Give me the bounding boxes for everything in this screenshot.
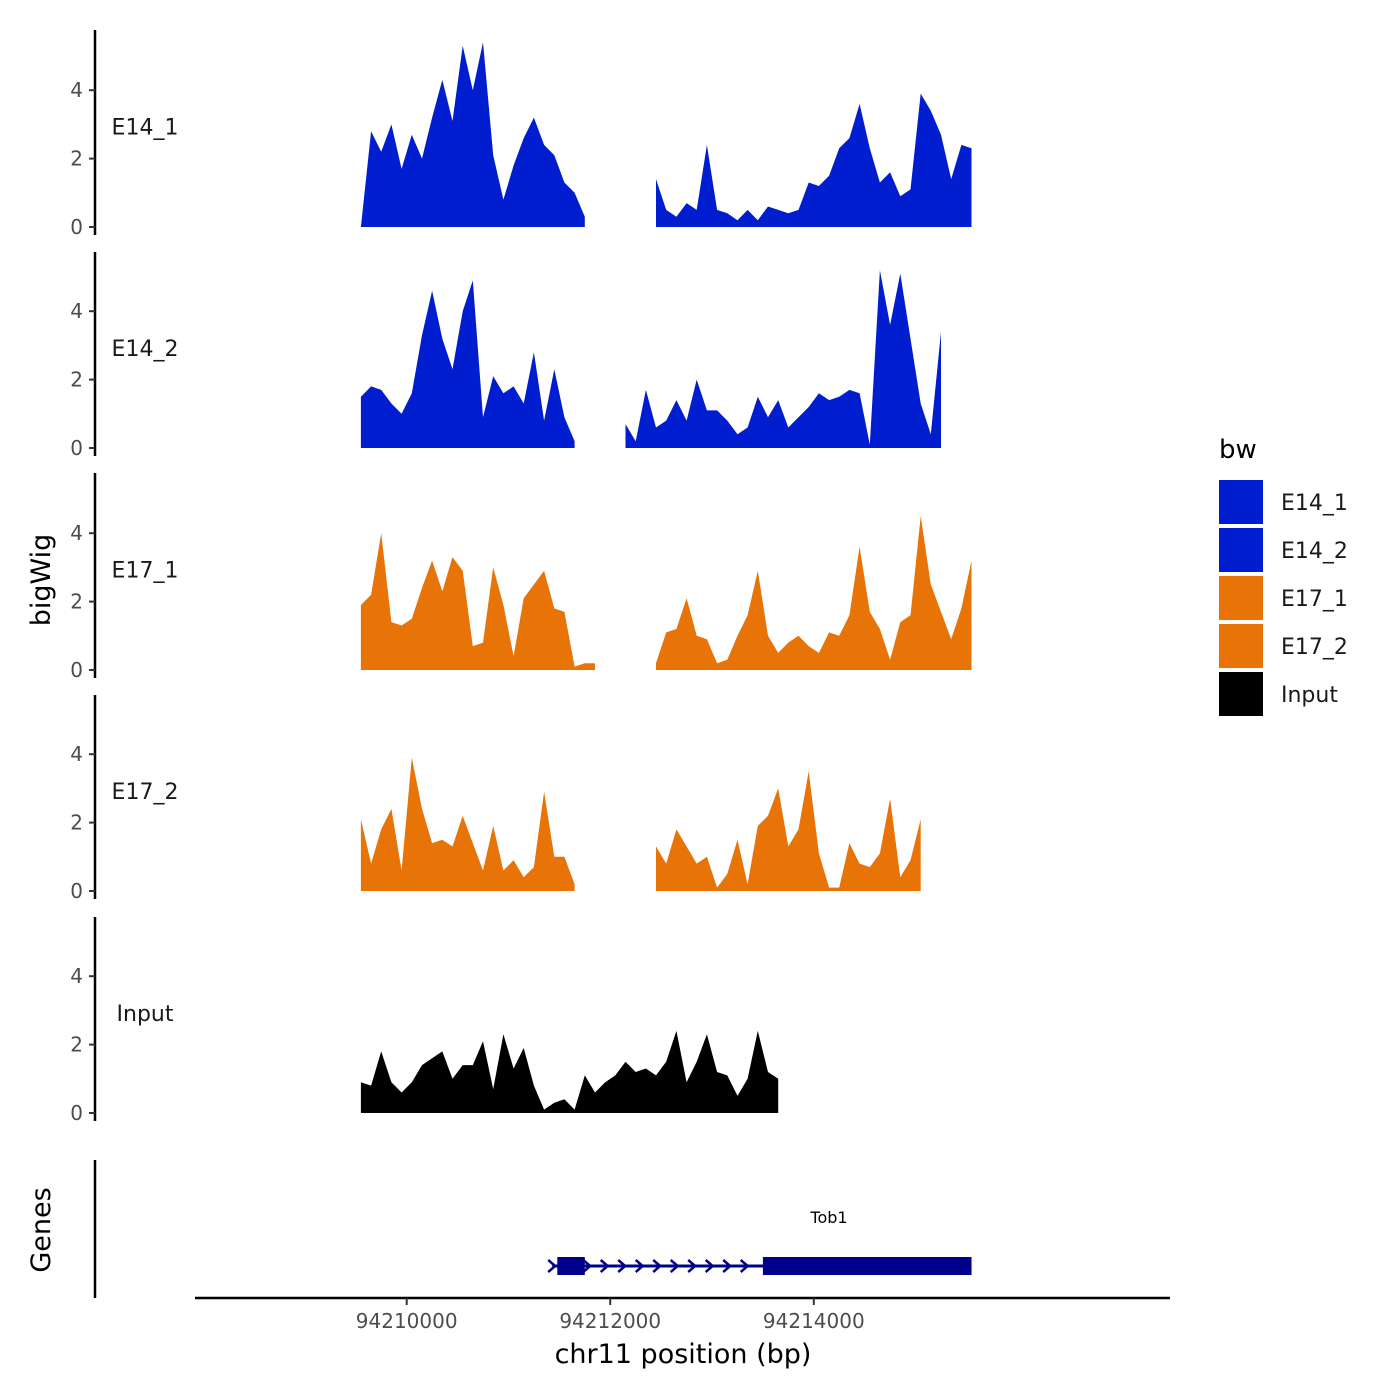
coverage-area — [360, 280, 575, 448]
track-E17_2: 0 2 4 E17_2 — [70, 695, 921, 903]
track-E17_1: 0 2 4 E17_1 — [70, 473, 972, 682]
y-tick-label: 4 — [70, 742, 83, 766]
gene-track: Tob1 — [93, 1160, 972, 1298]
legend-entry-label: Input — [1281, 683, 1338, 708]
track-label: Input — [117, 1002, 174, 1027]
x-tick-label: 94210000 — [356, 1309, 458, 1333]
legend-swatch — [1219, 576, 1263, 620]
legend-swatch — [1219, 624, 1263, 668]
coverage-area — [625, 270, 941, 448]
strand-chevron — [617, 1259, 628, 1273]
y-tick-label: 0 — [70, 215, 83, 239]
legend-swatch — [1219, 480, 1263, 524]
coverage-area — [360, 1030, 779, 1113]
coverage-area — [360, 757, 575, 891]
y-tick-label: 2 — [70, 590, 83, 614]
y-tick-label: 4 — [70, 299, 83, 323]
legend-entry-label: E17_2 — [1281, 635, 1348, 660]
y-tick-label: 4 — [70, 78, 83, 102]
legend-title: bw — [1219, 435, 1257, 465]
strand-chevron — [652, 1259, 663, 1273]
genes-track-title: Genes — [26, 1187, 57, 1272]
y-tick-label: 2 — [70, 368, 83, 392]
y-tick-label: 0 — [70, 879, 83, 903]
strand-chevron — [739, 1259, 750, 1273]
track-label: E17_2 — [112, 780, 179, 805]
legend-entry-label: E17_1 — [1281, 587, 1348, 612]
y-tick-label: 2 — [70, 147, 83, 171]
legend-swatch — [1219, 672, 1263, 716]
coverage-area — [360, 42, 585, 227]
y-tick-label: 2 — [70, 1033, 83, 1057]
track-label: E17_1 — [112, 559, 179, 584]
legend: bw E14_1 E14_2 E17_1 E17_2 Input — [1219, 435, 1348, 716]
legend-entry-label: E14_2 — [1281, 539, 1348, 564]
coverage-area — [656, 771, 921, 891]
strand-chevron — [634, 1259, 645, 1273]
strand-chevron — [547, 1259, 558, 1273]
coverage-area — [656, 516, 972, 670]
y-tick-label: 0 — [70, 658, 83, 682]
strand-chevron — [599, 1259, 610, 1273]
strand-chevron — [669, 1259, 680, 1273]
strand-chevron — [687, 1259, 698, 1273]
coverage-area — [656, 93, 972, 227]
legend-entry-label: E14_1 — [1281, 491, 1348, 516]
y-tick-label: 0 — [70, 436, 83, 460]
track-label: E14_2 — [112, 337, 179, 362]
x-axis-title: chr11 position (bp) — [555, 1339, 812, 1370]
strand-chevron — [582, 1259, 593, 1273]
track-E14_1: 0 2 4 E14_1 — [70, 30, 972, 239]
strand-chevron — [722, 1259, 733, 1273]
signal-tracks: 0 2 4 E14_1 0 2 4 E14_2 0 2 4 E17_1 0 2 4 E17_2 0 2 4 Input — [70, 30, 972, 1125]
y-tick-label: 4 — [70, 521, 83, 545]
gene-exon — [557, 1257, 585, 1275]
x-axis: 94210000 94212000 94214000 — [195, 1296, 1170, 1333]
gene-label: Tob1 — [809, 1208, 847, 1227]
track-label: E14_1 — [112, 116, 179, 141]
y-tick-label: 2 — [70, 811, 83, 835]
x-tick-label: 94214000 — [763, 1309, 865, 1333]
track-Input: 0 2 4 Input — [70, 917, 779, 1125]
legend-swatch — [1219, 528, 1263, 572]
coverage-area — [360, 533, 595, 670]
y-tick-label: 0 — [70, 1101, 83, 1125]
y-axis-title: bigWig — [26, 534, 57, 627]
track-E14_2: 0 2 4 E14_2 — [70, 252, 941, 460]
gene-exon — [762, 1257, 972, 1275]
y-tick-label: 4 — [70, 964, 83, 988]
strand-chevron — [704, 1259, 715, 1273]
x-tick-label: 94212000 — [559, 1309, 661, 1333]
